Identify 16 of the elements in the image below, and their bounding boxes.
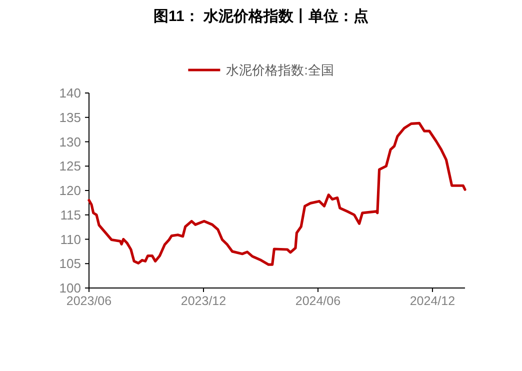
legend-label: 水泥价格指数:全国	[226, 62, 334, 78]
x-tick-label: 2023/12	[180, 294, 226, 308]
y-tick-label: 105	[59, 256, 81, 272]
legend: 水泥价格指数:全国	[188, 62, 334, 78]
y-tick-label: 100	[59, 280, 81, 296]
y-tick-label: 125	[59, 158, 81, 174]
y-tick-label: 135	[59, 110, 81, 125]
x-tick-label: 2024/06	[295, 294, 341, 308]
chart-title: 图11： 水泥价格指数丨单位：点	[153, 8, 369, 25]
y-tick-label: 120	[59, 183, 81, 198]
y-tick-label: 130	[59, 134, 81, 150]
x-tick-label: 2024/12	[410, 294, 456, 308]
y-tick-label: 115	[60, 207, 81, 222]
y-tick-label: 110	[60, 232, 81, 247]
y-tick-label: 140	[59, 86, 81, 100]
x-tick-label: 2023/06	[66, 294, 112, 308]
